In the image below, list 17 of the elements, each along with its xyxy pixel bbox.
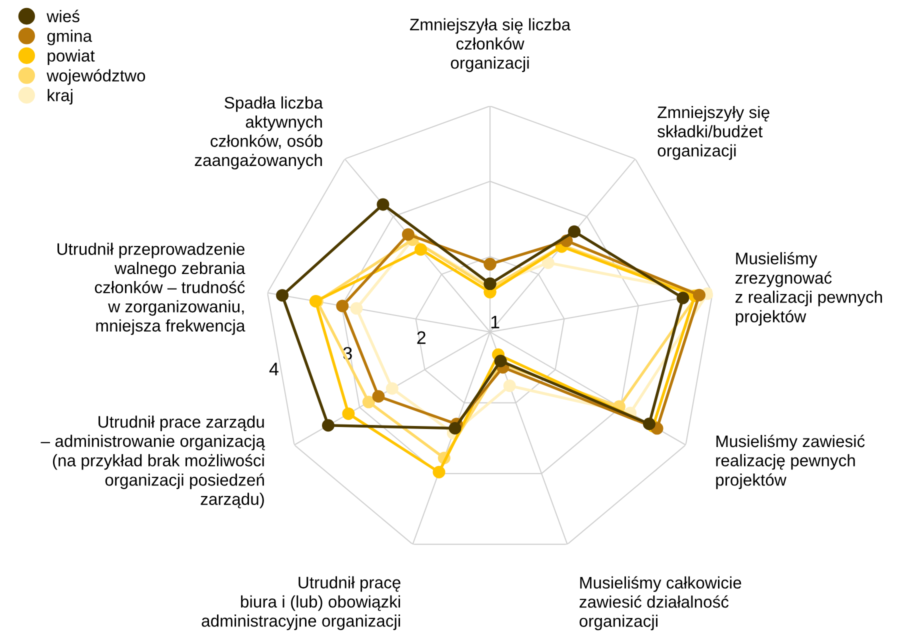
spoke-label: Zmniejszyły się składki/budżet organizacji — [658, 106, 770, 160]
spoke-label: Utrudnił przeprowadzenie walnego zebrania członków – trudność w zorganizowaniu, mniejsza frekwencja — [58, 242, 246, 335]
legend-label: województwo — [46, 69, 146, 85]
legend-label: wieś — [46, 10, 80, 22]
y-tick-label: 1 — [491, 316, 500, 328]
spoke-label: Musieliśmy zawiesić realizację pewnych projektów — [716, 434, 865, 490]
spoke-label: Zmniejszyła się liczba członków organizacji — [410, 18, 571, 72]
spoke-label: Spadła liczba aktywnych członków, osób zaangażowanych — [194, 96, 323, 170]
spoke-label: Musieliśmy całkowicie zawiesić działalność organizacji — [580, 576, 742, 630]
spoke-label: Utrudnił pracę biura i (lub) obowiązki administracyjne organizacji — [202, 576, 400, 630]
y-tick-label: 2 — [417, 331, 426, 344]
spoke-label: Musieliśmy zrezygnować z realizacji pewnych projektów — [736, 252, 882, 326]
legend-label: gmina — [47, 30, 92, 46]
y-tick-label: 4 — [269, 362, 278, 376]
legend-label: powiat — [48, 49, 95, 65]
legend-label: kraj — [48, 89, 72, 105]
spoke-label: Utrudnił prace zarządu – administrowanie organizacją (na przykład brak możliwości organizacji posiedzeń zarządu) — [40, 416, 265, 508]
